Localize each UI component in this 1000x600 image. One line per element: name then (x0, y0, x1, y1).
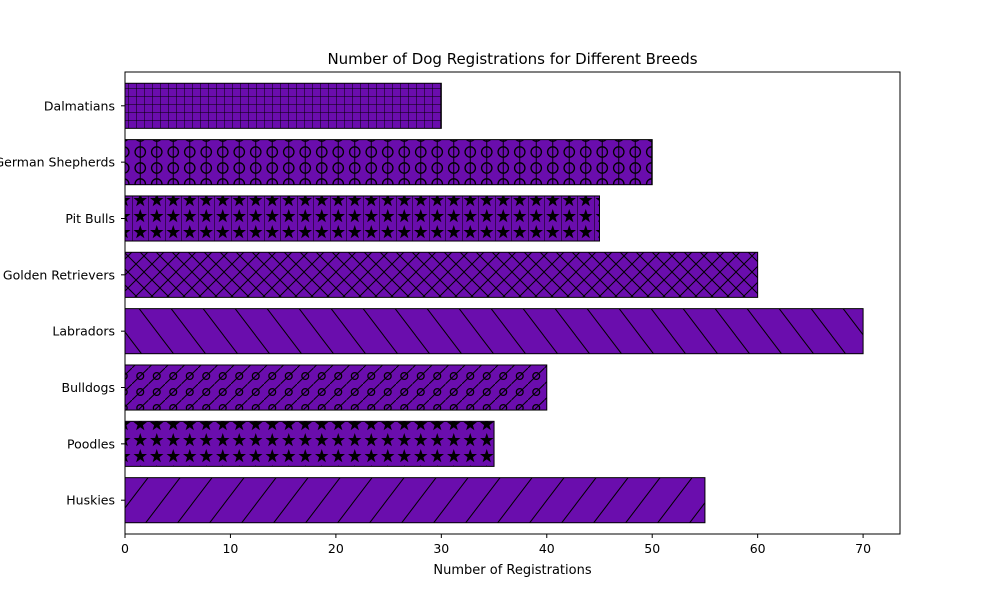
bars-group (124, 82, 864, 524)
x-tick-label: 40 (539, 541, 555, 556)
x-tick-label: 10 (222, 541, 238, 556)
x-tick-label: 60 (750, 541, 766, 556)
bar-german-shepherds (124, 139, 653, 186)
x-tick-label: 20 (328, 541, 344, 556)
bar-labradors (124, 308, 864, 355)
x-tick-label: 50 (644, 541, 660, 556)
x-axis-label: Number of Registrations (433, 563, 591, 578)
y-axis: Huskies Poodles Bulldogs Labradors Golden Re… (0, 98, 125, 508)
x-axis: 0 10 20 30 40 50 60 70 (121, 534, 871, 556)
bar-poodles (124, 420, 495, 467)
y-tick-label: Dalmatians (44, 98, 115, 113)
plot-frame (124, 71, 901, 535)
y-tick-label: Golden Retrievers (3, 267, 115, 282)
y-tick-label: Pit Bulls (65, 211, 115, 226)
bar-golden-retrievers (124, 251, 759, 298)
bar-bulldogs (124, 364, 548, 411)
x-tick-label: 30 (433, 541, 449, 556)
y-tick-label: German Shepherds (0, 155, 115, 170)
bar-huskies (124, 477, 706, 524)
y-tick-label: Huskies (66, 493, 115, 508)
bar-dalmatians (124, 82, 442, 129)
y-tick-label: Labradors (52, 324, 115, 339)
x-tick-label: 70 (855, 541, 871, 556)
x-tick-label: 0 (121, 541, 129, 556)
bar-pit-bulls (124, 195, 600, 242)
y-tick-label: Poodles (67, 436, 115, 451)
chart-title: Number of Dog Registrations for Differen… (327, 50, 697, 68)
y-tick-label: Bulldogs (62, 380, 115, 395)
